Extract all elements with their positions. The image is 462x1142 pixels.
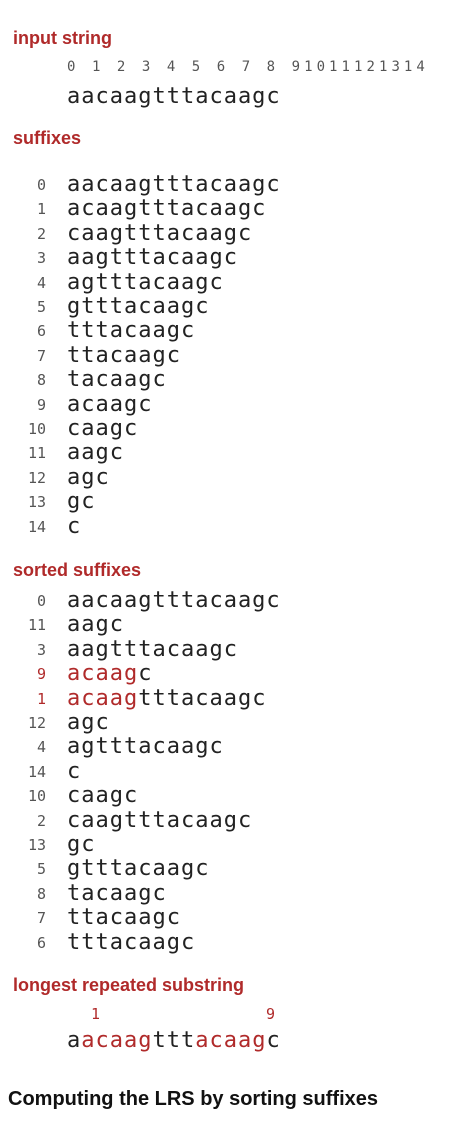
suffix-index: 7 [36,346,46,365]
suffix-remainder: agtttacaagc [67,734,224,760]
sorted-suffix-index: 5 [36,860,46,879]
input-string-heading: input string [13,28,112,48]
sorted-suffix-text: acaagc [67,661,152,686]
figure-caption: Computing the LRS by sorting suffixes [8,1088,379,1110]
suffix-remainder: ttacaagc [67,905,181,931]
suffix-index: 0 [36,176,46,194]
suffix-text: gc [67,489,96,515]
suffix-index: 1 [36,200,46,219]
suffix-text: caagc [67,416,139,441]
suffix-text: gtttacaagc [67,294,210,319]
suffix-remainder: aacaagtttacaagc [67,588,281,613]
sorted-suffix-index: 6 [36,933,46,952]
sorted-suffix-index: 14 [27,762,46,781]
sorted-suffix-index: 13 [27,836,46,854]
common-prefix: acaag [67,685,139,711]
sorted-suffix-text: acaagtttacaagc [67,686,266,711]
suffix-remainder: c [138,661,153,687]
suffix-text: aagc [67,440,124,466]
suffix-index: 8 [36,371,46,390]
suffix-text: aacaagtttacaagc [67,172,281,197]
sorted-suffix-index: 12 [27,714,46,732]
suffix-index: 10 [27,420,46,438]
sorted-suffix-text: caagtttacaagc [67,808,252,833]
sorted-suffix-text: agtttacaagc [67,734,224,759]
sorted-suffix-text: gtttacaagc [67,856,209,881]
suffix-index: 4 [36,273,46,292]
suffix-text: agc [67,464,110,490]
sorted-suffix-index: 7 [36,909,46,928]
suffix-remainder: tacaagc [67,880,167,906]
suffix-text: acaagtttacaagc [67,196,267,222]
sorted-suffix-index: 3 [36,640,46,659]
sorted-suffix-text: tttacaagc [67,930,195,955]
suffix-index: 14 [27,517,46,536]
sorted-suffixes-heading: sorted suffixes [13,560,142,580]
sorted-suffix-index: 2 [36,811,46,830]
lrs-string: aacaagtttacaagc [67,1028,281,1053]
lrs-part-4: c [266,1028,281,1053]
sorted-suffix-index: 0 [36,592,46,610]
input-string: aacaagtttacaagc [67,84,281,109]
lrs-part-0: a [67,1028,82,1053]
suffix-remainder: c [67,758,82,784]
sorted-suffix-index: 9 [36,665,46,684]
sorted-suffix-index: 1 [36,689,46,708]
suffix-text: aagtttacaagc [67,245,238,271]
input-index-row: 0 1 2 3 4 5 6 7 8 91011121314 [67,59,429,75]
suffix-remainder: tttacaagc [138,685,267,711]
suffix-remainder: aagc [67,612,124,638]
sorted-suffix-text: aacaagtttacaagc [67,588,281,613]
sorted-suffix-text: aagc [67,612,124,637]
suffix-remainder: agc [67,710,110,735]
suffix-text: tttacaagc [67,318,196,344]
common-prefix: acaag [67,661,139,687]
suffixes-heading: suffixes [13,128,82,148]
suffix-text: tacaagc [67,367,167,393]
suffix-index: 12 [27,468,46,487]
sorted-suffix-index: 4 [36,738,46,757]
suffix-index: 6 [36,322,46,341]
sorted-suffix-text: agc [67,710,110,735]
sorted-suffix-index: 11 [27,616,46,635]
suffix-remainder: caagtttacaagc [67,807,253,833]
suffix-index: 13 [27,493,46,512]
suffix-index: 11 [27,444,46,463]
suffix-remainder: gc [67,832,96,857]
sorted-suffix-text: tacaagc [67,881,167,906]
suffix-index: 5 [36,298,46,316]
suffix-remainder: aagtttacaagc [67,636,238,662]
suffix-remainder: caagc [67,783,139,809]
suffix-remainder: gtttacaagc [67,856,210,882]
sorted-suffix-text: caagc [67,783,138,808]
lrs-part-1: acaag [81,1028,153,1053]
suffix-text: acaagc [67,391,153,417]
suffix-text: ttacaagc [67,342,181,368]
lrs-heading: longest repeated substring [13,975,245,995]
sorted-suffix-text: ttacaagc [67,905,181,930]
lrs-position-9: 9 [266,1005,276,1023]
lrs-position-1: 1 [91,1005,101,1023]
suffix-index: 3 [36,249,46,268]
suffix-index: 2 [36,224,46,243]
suffix-remainder: tttacaagc [67,929,196,955]
sorted-suffix-text: gc [67,832,96,857]
suffix-text: caagtttacaagc [67,220,253,246]
suffix-text: agtttacaagc [67,269,224,295]
lrs-part-2: ttt [152,1028,196,1053]
suffix-index: 9 [36,395,46,414]
sorted-suffix-index: 8 [36,884,46,903]
sorted-suffix-text: c [67,759,81,784]
lrs-part-3: acaag [195,1028,267,1053]
sorted-suffix-text: aagtttacaagc [67,637,238,662]
sorted-suffix-index: 10 [27,787,46,806]
suffix-text: c [67,513,82,539]
